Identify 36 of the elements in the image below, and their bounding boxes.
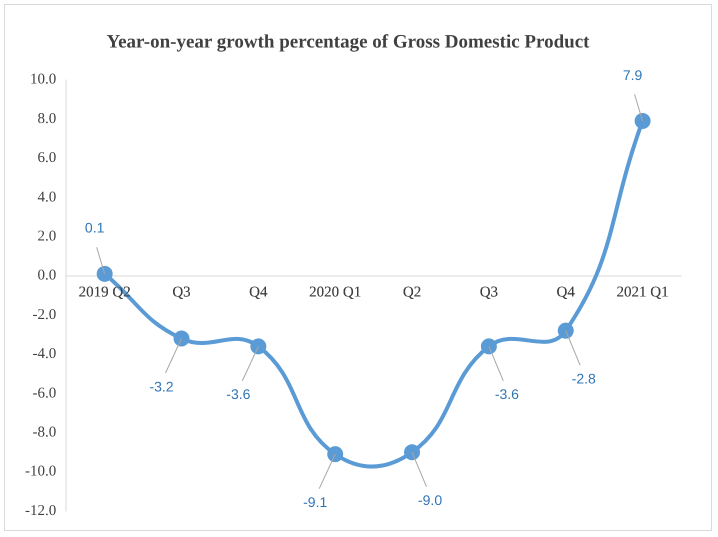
y-tick-label: 4.0: [37, 189, 56, 206]
x-tick-label: Q4: [556, 284, 576, 301]
point: [174, 330, 190, 347]
y-tick-label: 10.0: [30, 72, 56, 88]
data-label: -9.1: [303, 494, 328, 510]
y-tick-label: -6.0: [32, 385, 56, 402]
y-tick-label: 8.0: [37, 110, 56, 127]
y-tick-label: 6.0: [37, 150, 56, 166]
x-tick-label: 2020 Q1: [309, 284, 362, 301]
point: [404, 444, 420, 460]
data-label: -3.6: [494, 386, 520, 402]
y-tick-label: 2.0: [37, 228, 56, 245]
x-tick-label: Q3: [480, 284, 498, 301]
data-label: 0.1: [84, 220, 105, 236]
data-label: -3.2: [149, 378, 174, 394]
chart-title: Year-on-year growth percentage of Gross Domestic Product: [106, 31, 590, 52]
data-label: -9.0: [418, 492, 442, 508]
point: [558, 322, 574, 339]
y-tick-label: -10.0: [24, 464, 56, 480]
y-tick-label: -12.0: [24, 502, 56, 519]
data-label: 7.9: [622, 66, 643, 83]
point: [96, 266, 113, 282]
point: [250, 338, 266, 354]
y-tick-label: -2.0: [32, 306, 56, 323]
y-tick-label: 0.0: [37, 268, 56, 284]
point: [327, 446, 344, 462]
x-tick-label: 2021 Q1: [616, 284, 669, 301]
y-tick-label: -8.0: [32, 424, 56, 441]
point: [634, 112, 651, 129]
x-tick-label: Q3: [172, 284, 191, 301]
data-label: -3.6: [226, 386, 251, 402]
data-label: -2.8: [572, 370, 596, 387]
x-tick-label: Q4: [249, 284, 268, 301]
point: [480, 338, 497, 354]
x-tick-label: Q2: [402, 284, 422, 301]
y-tick-label: -4.0: [32, 346, 56, 362]
